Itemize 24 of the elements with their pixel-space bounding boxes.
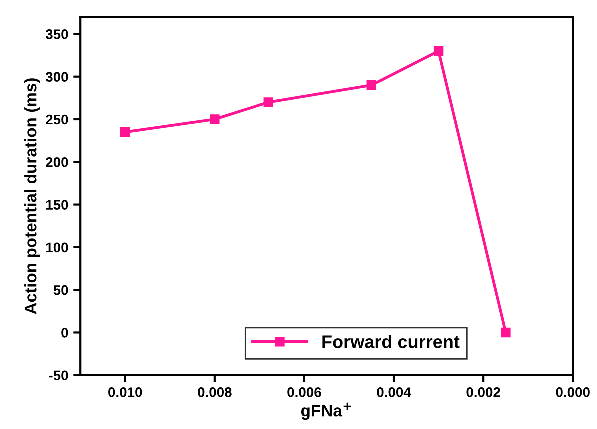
y-tick-label: 250	[46, 114, 68, 125]
point	[264, 98, 274, 108]
point	[501, 328, 511, 338]
point	[366, 80, 376, 90]
x-tick-label: 0.010	[108, 388, 142, 398]
point	[210, 114, 220, 124]
y-tick-label: -50	[49, 370, 68, 381]
y-tick-label: 50	[54, 285, 68, 296]
y-tick-label: 100	[46, 242, 68, 253]
y-tick-label: 0	[62, 328, 68, 338]
legend-label: Forward current	[322, 335, 460, 348]
y-tick-label: 300	[46, 72, 68, 82]
y-axis-title: Action potential duration (ms)	[24, 78, 40, 314]
x-tick-label: 0.002	[466, 388, 500, 398]
x-axis-title: gFNa$^{+}$	[301, 402, 352, 420]
point	[434, 46, 444, 56]
point	[120, 127, 130, 138]
x-tick-label: 0.004	[377, 388, 412, 398]
x-tick-label: 0.000	[556, 388, 590, 398]
y-tick-label: 350	[46, 30, 68, 40]
x-tick-label: 0.006	[288, 388, 322, 398]
y-tick-label: 150	[46, 200, 68, 210]
x-tick-label: 0.008	[198, 388, 232, 398]
y-tick-label: 200	[46, 157, 68, 168]
